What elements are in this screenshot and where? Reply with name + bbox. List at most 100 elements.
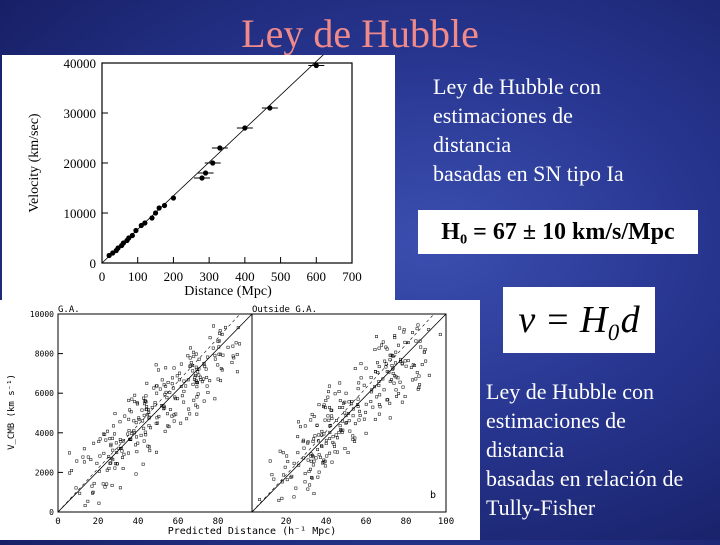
tf-data-point — [322, 405, 325, 409]
tf-data-point — [133, 400, 137, 404]
tf-data-point — [333, 450, 337, 454]
tf-data-point — [411, 331, 415, 334]
tf-data-point — [330, 460, 334, 464]
tf-data-point — [356, 387, 360, 391]
tf-data-point — [75, 459, 79, 463]
tf-data-point — [232, 356, 236, 360]
tf-data-point — [98, 437, 102, 441]
tf-data-point — [373, 385, 377, 389]
tf-data-point — [378, 393, 382, 397]
tf-data-point — [97, 469, 101, 473]
tf-data-point — [155, 450, 158, 454]
tf-data-point — [127, 398, 131, 402]
tf-data-point — [303, 424, 307, 428]
tf-data-point — [329, 423, 333, 427]
tf-data-point — [192, 350, 196, 354]
tf-data-point — [194, 380, 198, 384]
tf-data-point — [205, 384, 209, 388]
tf-data-point — [323, 464, 327, 468]
sn-xtick-label: 600 — [307, 269, 327, 284]
tf-ytick-label: 8000 — [35, 350, 54, 359]
tf-panel-letter: b — [430, 490, 436, 501]
tf-data-point — [346, 412, 350, 415]
tf-data-point — [331, 435, 335, 439]
tf-data-point — [218, 331, 221, 335]
tf-data-point — [356, 397, 360, 401]
tf-data-point — [166, 381, 170, 384]
tf-plot-svg: G.A. Outside G.A. b V_CMB (km s⁻¹) Predi… — [7, 305, 454, 537]
tf-data-point — [86, 455, 90, 459]
tf-data-point — [165, 396, 169, 400]
tf-data-point — [314, 456, 318, 460]
tf-data-point — [341, 405, 345, 409]
tf-data-point — [145, 405, 149, 408]
tf-data-point — [373, 417, 377, 421]
tf-data-point — [109, 444, 113, 448]
tf-data-point — [105, 468, 109, 472]
sn-xtick-label: 300 — [199, 269, 219, 284]
tf-data-point — [213, 353, 217, 357]
sn-xtick-label: 400 — [235, 269, 255, 284]
tf-data-point — [258, 498, 262, 502]
tf-data-point — [359, 362, 363, 366]
tf-data-point — [350, 400, 354, 403]
tf-data-point — [270, 473, 274, 477]
tf-data-point — [194, 374, 197, 377]
tf-data-point — [333, 392, 337, 396]
tf-data-point — [402, 330, 406, 334]
tf-ylabel: V_CMB (km s⁻¹) — [7, 374, 17, 450]
tf-data-point — [172, 413, 176, 417]
tf-data-point — [68, 471, 72, 475]
tf-data-point — [362, 383, 366, 387]
sn-hubble-plot: Velocity (km/sec) Distance (Mpc) 0 10000 2… — [2, 47, 395, 303]
tf-data-point — [311, 463, 315, 467]
tf-data-point — [292, 461, 296, 465]
tf-right-label: Outside G.A. — [252, 305, 317, 315]
tf-data-point — [423, 348, 427, 351]
tf-data-point — [194, 365, 198, 369]
tf-data-point — [347, 400, 351, 404]
tf-hubble-plot: G.A. Outside G.A. b V_CMB (km s⁻¹) Predi… — [0, 300, 480, 540]
tf-data-point — [217, 345, 221, 349]
tf-data-point — [111, 448, 115, 452]
tf-data-point — [171, 386, 175, 390]
tf-data-point — [306, 487, 310, 491]
tf-data-point — [310, 412, 314, 416]
tf-data-point — [129, 437, 133, 441]
tf-data-point — [417, 386, 421, 390]
sn-xtick-label: 500 — [271, 269, 291, 284]
sn-data-point — [129, 232, 135, 239]
tf-data-point — [338, 381, 342, 385]
tf-data-point — [126, 451, 130, 455]
tf-data-point — [110, 483, 114, 487]
tf-data-point — [316, 439, 320, 443]
tf-data-point — [364, 402, 368, 406]
tf-data-point — [335, 450, 339, 454]
tf-data-point — [309, 454, 313, 458]
tf-data-point — [197, 367, 201, 371]
tf-data-point — [118, 486, 122, 490]
tf-data-point — [391, 354, 395, 358]
tf-data-point — [328, 405, 332, 409]
tf-data-point — [343, 447, 347, 450]
sn-data-point — [156, 205, 162, 211]
tf-data-point — [351, 407, 355, 411]
tf-data-point — [317, 453, 321, 457]
tf-data-point — [327, 384, 331, 388]
tf-data-point — [427, 373, 431, 377]
tf-data-point — [277, 498, 281, 502]
hubble-equation: v = H₀d — [518, 299, 640, 341]
tf-data-point — [318, 455, 322, 459]
sn-ylabel: Velocity (km/sec) — [27, 113, 42, 212]
tf-xtick-label-right: 40 — [321, 517, 332, 527]
tf-data-point — [364, 431, 368, 435]
tf-data-point — [375, 335, 378, 339]
tf-data-point — [341, 419, 344, 423]
sn-data-point — [170, 195, 177, 201]
tf-data-point — [330, 414, 334, 418]
tf-data-point — [132, 431, 136, 435]
tf-data-point — [398, 380, 402, 384]
tf-data-point — [388, 416, 392, 420]
tf-data-point — [180, 394, 184, 398]
tf-data-point — [122, 452, 126, 456]
